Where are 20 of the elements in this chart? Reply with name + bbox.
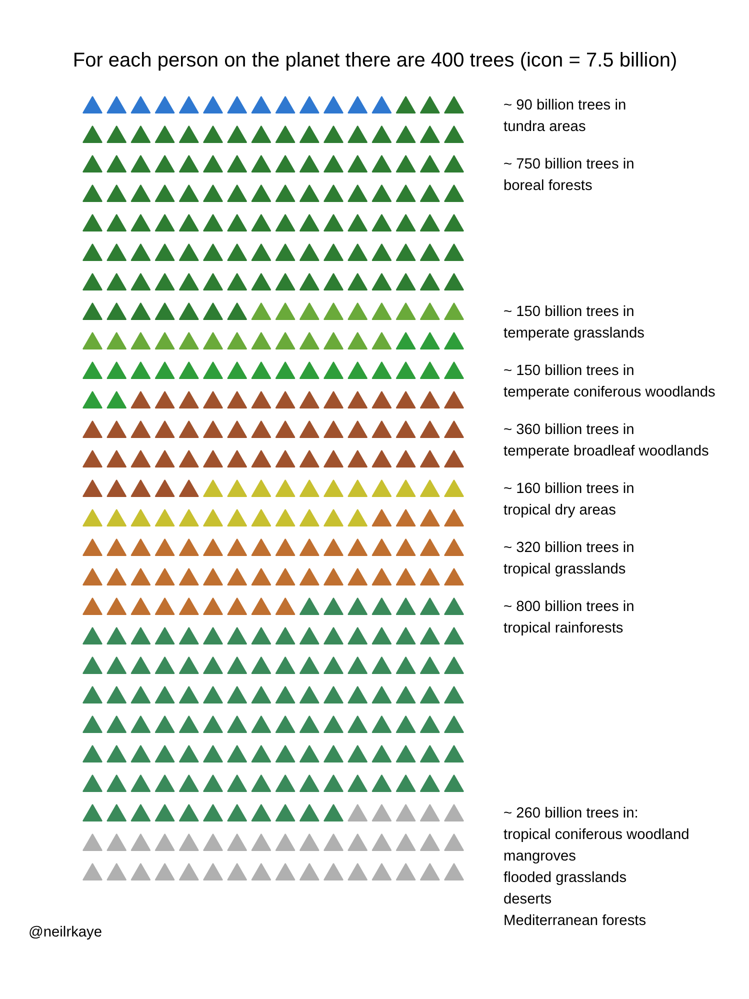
category-label: temperate grasslands	[504, 326, 644, 342]
data-label: ~ 800 billion trees in	[504, 599, 634, 615]
text: For each person on the planet there are 400 trees (icon = 7.5 billion)	[72, 50, 678, 72]
category-label: tundra areas	[504, 119, 586, 135]
data-label: ~ 90 billion trees in	[504, 98, 626, 114]
category-label: temperate broadleaf woodlands	[504, 444, 709, 460]
data-label: ~ 750 billion trees in	[504, 156, 634, 172]
category-label: temperate coniferous woodlands	[504, 384, 716, 400]
data-label: ~ 150 billion trees in	[504, 304, 634, 320]
data-label: ~ 360 billion trees in	[504, 422, 634, 438]
text: @neilrkaye	[28, 924, 102, 940]
data-label: ~ 150 billion trees in	[504, 363, 634, 379]
category-label: tropical dry areas	[504, 502, 616, 518]
category-label: tropical coniferous woodland mangroves flooded grasslands deserts Mediterranean forests	[504, 827, 690, 929]
data-label: ~ 160 billion trees in	[504, 481, 634, 497]
category-label: boreal forests	[504, 178, 592, 194]
category-label: tropical rainforests	[504, 620, 624, 636]
category-label: tropical grasslands	[504, 562, 626, 578]
data-label: ~ 320 billion trees in	[504, 540, 634, 556]
data-label: ~ 260 billion trees in:	[504, 806, 638, 822]
